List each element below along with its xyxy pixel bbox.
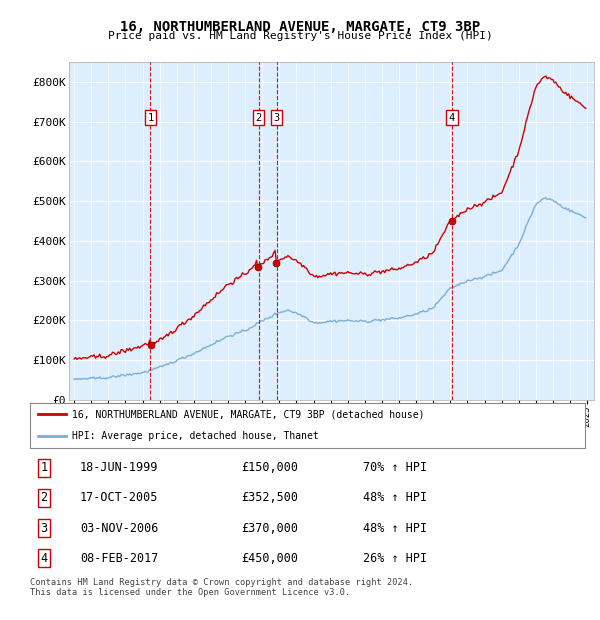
Text: 1: 1 <box>147 113 154 123</box>
Text: 48% ↑ HPI: 48% ↑ HPI <box>363 492 427 505</box>
Text: 03-NOV-2006: 03-NOV-2006 <box>80 521 158 534</box>
Text: 17-OCT-2005: 17-OCT-2005 <box>80 492 158 505</box>
Text: 2: 2 <box>40 492 47 505</box>
Text: 18-JUN-1999: 18-JUN-1999 <box>80 461 158 474</box>
Text: £150,000: £150,000 <box>241 461 298 474</box>
Text: 16, NORTHUMBERLAND AVENUE, MARGATE, CT9 3BP: 16, NORTHUMBERLAND AVENUE, MARGATE, CT9 … <box>120 20 480 34</box>
Text: 26% ↑ HPI: 26% ↑ HPI <box>363 552 427 565</box>
Text: HPI: Average price, detached house, Thanet: HPI: Average price, detached house, Than… <box>71 432 319 441</box>
Text: £352,500: £352,500 <box>241 492 298 505</box>
Text: 4: 4 <box>449 113 455 123</box>
Text: £370,000: £370,000 <box>241 521 298 534</box>
Text: 08-FEB-2017: 08-FEB-2017 <box>80 552 158 565</box>
Text: 3: 3 <box>274 113 280 123</box>
Text: 2: 2 <box>256 113 262 123</box>
Text: £450,000: £450,000 <box>241 552 298 565</box>
Text: 70% ↑ HPI: 70% ↑ HPI <box>363 461 427 474</box>
Text: 3: 3 <box>40 521 47 534</box>
Text: Price paid vs. HM Land Registry's House Price Index (HPI): Price paid vs. HM Land Registry's House … <box>107 31 493 41</box>
Text: Contains HM Land Registry data © Crown copyright and database right 2024.
This d: Contains HM Land Registry data © Crown c… <box>30 578 413 597</box>
Text: 4: 4 <box>40 552 47 565</box>
Text: 16, NORTHUMBERLAND AVENUE, MARGATE, CT9 3BP (detached house): 16, NORTHUMBERLAND AVENUE, MARGATE, CT9 … <box>71 409 424 419</box>
Text: 1: 1 <box>40 461 47 474</box>
Text: 48% ↑ HPI: 48% ↑ HPI <box>363 521 427 534</box>
